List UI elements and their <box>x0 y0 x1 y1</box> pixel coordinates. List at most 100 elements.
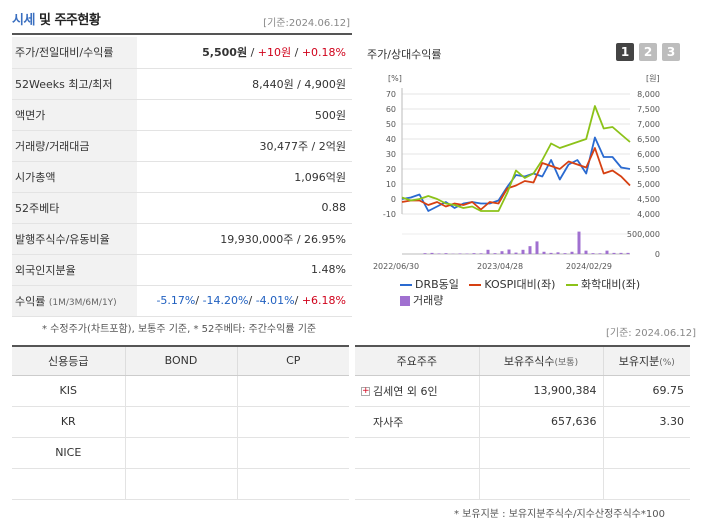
legend-label: 거래량 <box>413 294 444 307</box>
row-value: 30,477주 / 2억원 <box>137 130 352 162</box>
volume-bar <box>479 253 483 254</box>
table-row: KR <box>12 406 349 438</box>
returns-label-sub: (1M/3M/6M/1Y) <box>48 297 117 308</box>
volume-bar <box>437 253 441 254</box>
volume-bar <box>486 249 490 254</box>
holders-table: 주요주주 보유주식수(보통) 보유지분(%) + 김세연 외 6인 13,900,… <box>355 345 690 500</box>
change-value: +10원 <box>257 46 292 60</box>
return-1m: -5.17% <box>156 294 196 307</box>
pct-cell <box>603 468 690 500</box>
ratings-table: 신용등급 BOND CP KIS KR NICE <box>12 345 349 500</box>
series-line-3 <box>401 105 631 212</box>
shares-cell: 13,900,384 <box>479 375 604 407</box>
volume-bar <box>556 252 560 254</box>
row-label: 발행주식수/유동비율 <box>12 223 137 255</box>
volume-bar <box>507 249 511 254</box>
col-header: 신용등급 <box>12 345 126 376</box>
volume-bar <box>472 253 476 254</box>
left-tick-label: 0 <box>391 195 396 204</box>
holder-name[interactable]: 김세연 외 6인 <box>373 384 438 398</box>
chart-tab-1[interactable]: 1 <box>616 43 634 61</box>
legend-swatch <box>400 284 412 286</box>
right-tick-label: 8,000 <box>637 90 660 99</box>
volume-bar <box>591 253 595 254</box>
chart-tab-2[interactable]: 2 <box>639 43 657 61</box>
legend-kospi: KOSPI대비(좌) <box>469 278 555 291</box>
agency-cell <box>12 468 126 500</box>
bond-cell <box>125 406 238 438</box>
row-label: 수익률 (1M/3M/6M/1Y) <box>12 285 137 317</box>
right-tick-label: 4,000 <box>637 210 660 219</box>
table-row: + 김세연 외 6인 13,900,384 69.75 <box>355 375 690 407</box>
legend-label: 화학대비(좌) <box>580 278 641 291</box>
col-header: BOND <box>125 345 238 376</box>
left-tick-label: 70 <box>386 90 396 99</box>
volume-bar <box>444 253 448 254</box>
col-header-sub: (%) <box>659 357 675 368</box>
row-value: 1.48% <box>137 254 352 286</box>
holder-name-cell: + 김세연 외 6인 <box>355 375 480 407</box>
table-row <box>355 437 690 469</box>
expand-icon[interactable]: + <box>361 386 370 396</box>
x-tick-label: 2023/04/28 <box>477 262 523 271</box>
table-row: 액면가 500원 <box>12 99 352 131</box>
shares-cell: 657,636 <box>479 406 604 438</box>
x-tick-label: 2022/06/30 <box>373 262 419 271</box>
legend-swatch <box>400 296 410 306</box>
row-label: 외국인지분율 <box>12 254 137 286</box>
volume-bar <box>514 252 518 254</box>
volume-bar <box>612 252 616 254</box>
section-title: 시세 및 주주현황 <box>12 9 101 28</box>
legend-label: DRB동일 <box>415 278 459 291</box>
legend-swatch <box>469 284 482 286</box>
col-header: 주요주주 <box>355 345 480 376</box>
volume-bar <box>521 249 525 254</box>
cp-cell <box>237 468 349 500</box>
volume-bar <box>500 251 504 254</box>
volume-bar <box>598 253 602 254</box>
right-unit: [원] <box>646 74 660 83</box>
agency-cell: NICE <box>12 437 126 469</box>
table-row: 자사주 657,636 3.30 <box>355 406 690 438</box>
row-label: 주가/전일대비/수익률 <box>12 37 137 69</box>
returns-label: 수익률 <box>15 294 46 308</box>
chart-tab-3[interactable]: 3 <box>662 43 680 61</box>
row-value: 500원 <box>137 99 352 131</box>
volume-bar <box>563 253 567 254</box>
header-rule <box>12 33 352 35</box>
volume-tick-label: 0 <box>655 250 660 259</box>
col-header-sub: (보통) <box>554 357 579 368</box>
right-tick-label: 6,000 <box>637 150 660 159</box>
legend-swatch <box>565 284 578 286</box>
col-header-text: 보유주식수 <box>503 354 555 368</box>
returns-value: -5.17%/ -14.20%/ -4.01%/ +6.18% <box>137 285 352 317</box>
cp-cell <box>237 406 349 438</box>
agency-cell: KIS <box>12 375 126 407</box>
shares-cell <box>479 437 604 469</box>
legend-chem: 화학대비(좌) <box>565 278 641 291</box>
legend-volume: 거래량 <box>400 292 443 308</box>
chart-title: 주가/상대수익률 <box>367 48 442 61</box>
col-header: 보유주식수(보통) <box>479 345 604 376</box>
cp-cell <box>237 437 349 469</box>
holders-note: * 보유지분 : 보유지분주식수/지수산정주식수*100 <box>454 509 665 520</box>
holder-name-cell: 자사주 <box>355 406 480 438</box>
right-tick-label: 5,500 <box>637 165 660 174</box>
pct-cell: 3.30 <box>603 406 690 438</box>
quote-table: 주가/전일대비/수익률 5,500원 / +10원 / +0.18% 52Wee… <box>12 37 352 317</box>
volume-bar <box>605 250 609 254</box>
row-value: 8,440원 / 4,900원 <box>137 68 352 100</box>
col-header: 보유지분(%) <box>603 345 690 376</box>
left-tick-label: 40 <box>386 135 396 144</box>
volume-bar <box>423 253 427 254</box>
table-row: 52Weeks 최고/최저 8,440원 / 4,900원 <box>12 68 352 100</box>
table-row: 외국인지분율 1.48% <box>12 254 352 286</box>
legend-label: KOSPI대비(좌) <box>484 278 556 291</box>
row-value: 19,930,000주 / 26.95% <box>137 223 352 255</box>
volume-bar <box>570 251 574 254</box>
holder-name-cell <box>355 437 480 469</box>
table-row: 52주베타 0.88 <box>12 192 352 224</box>
quote-note: * 수정주가(차트포함), 보통주 기준, * 52주베타: 주간수익률 기준 <box>42 324 317 335</box>
row-label: 시가총액 <box>12 161 137 193</box>
separator: / <box>291 46 302 60</box>
